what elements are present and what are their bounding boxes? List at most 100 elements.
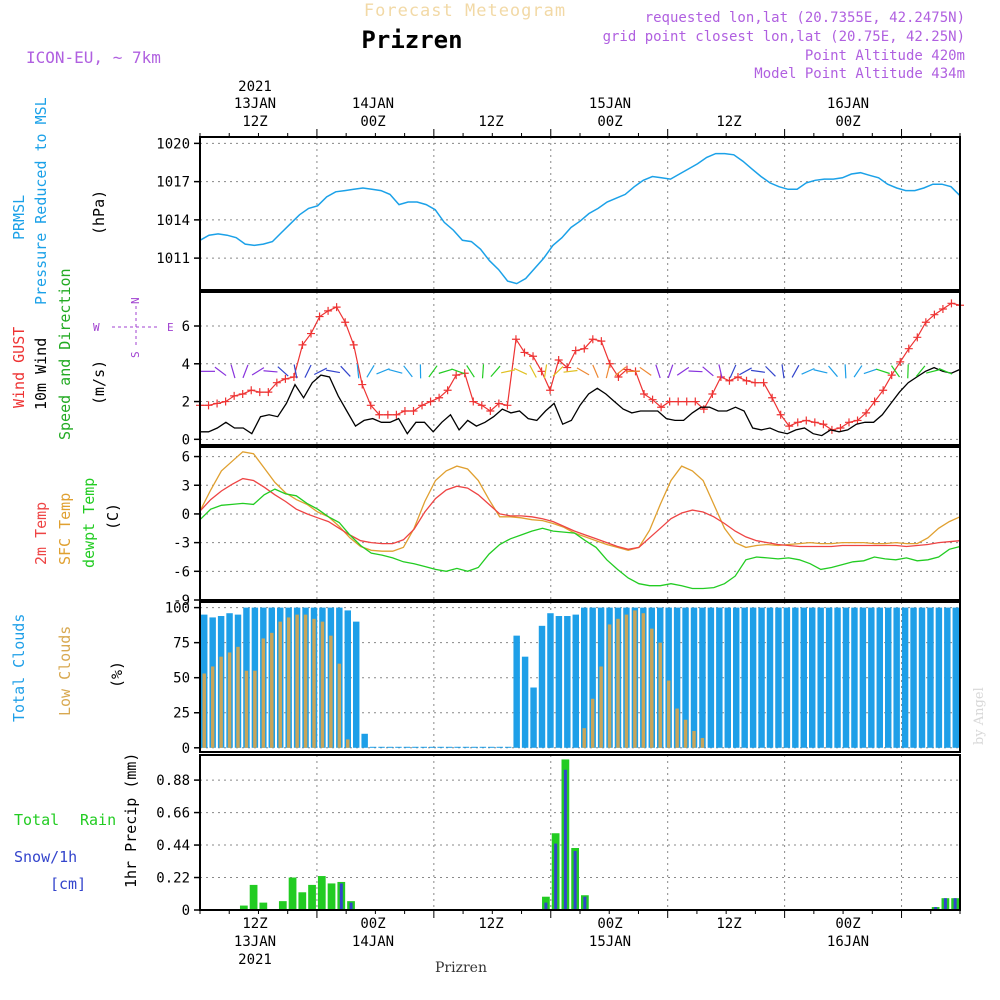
total-cloud-bar — [716, 607, 723, 748]
low-cloud-bar — [210, 666, 215, 748]
gust-point — [272, 378, 281, 387]
total-cloud-bar — [792, 607, 799, 748]
gust-point — [554, 356, 563, 364]
wind-unit: (m/s) — [90, 360, 108, 405]
gust-point — [443, 386, 452, 395]
low-cloud-bar — [337, 663, 342, 748]
gust-point — [238, 390, 247, 398]
wind-speed-line — [200, 366, 961, 437]
cloud-unit: (%) — [108, 661, 126, 688]
wind-direction-arrow — [801, 367, 815, 375]
gust-point — [418, 401, 427, 410]
total-cloud-bar — [454, 746, 461, 748]
gust-point — [614, 373, 623, 381]
snow-bar — [943, 898, 947, 910]
wind-direction-arrow — [214, 366, 227, 377]
low-cloud-bar — [692, 730, 696, 748]
wind-direction-arrow — [466, 365, 475, 378]
total-cloud-bar — [927, 607, 934, 748]
top-axis-line3: 12Z — [478, 114, 503, 130]
gust-point — [392, 410, 401, 419]
gust-point — [230, 391, 239, 400]
gust-point — [896, 357, 905, 366]
compass-east: E — [167, 321, 174, 334]
total-cloud-bar — [893, 607, 900, 748]
low-cloud-bar — [261, 638, 266, 748]
gust-point — [870, 397, 879, 406]
y-tick-label: 0 — [182, 507, 190, 523]
gust-point — [324, 306, 333, 315]
total-cloud-bar — [361, 733, 368, 748]
gust-point — [674, 397, 683, 406]
wind-direction-arrow — [366, 365, 375, 378]
wind-direction-arrow — [688, 370, 703, 373]
total-cloud-bar — [800, 607, 807, 748]
cloud-labels: Total Clouds Low Clouds (%) — [10, 614, 126, 722]
wind-direction-arrow — [376, 368, 390, 375]
wind-direction-arrow — [403, 365, 413, 378]
y-tick-label: 1014 — [156, 213, 190, 229]
total-cloud-bar — [842, 607, 850, 748]
top-axis-line2: 16JAN — [827, 96, 869, 112]
wind-direction-arrow — [844, 364, 847, 379]
gust-point — [879, 386, 888, 395]
rain-bar — [308, 884, 316, 910]
top-time-axis: 2021 13JAN 12Z 14JAN 00Z 12Z 15JAN 00Z 1… — [234, 79, 869, 130]
y-tick-label: 3 — [182, 478, 190, 494]
gust-point — [452, 371, 461, 380]
wind-direction-arrow — [501, 369, 515, 374]
point-altitude: Point Altitude 420m — [805, 48, 965, 64]
precip-unit: 1hr Precip (mm) — [122, 753, 140, 888]
gust-point — [682, 397, 691, 406]
gust-point — [930, 310, 939, 319]
temp-label-sfc: SFC Temp — [56, 493, 74, 565]
gust-point — [400, 407, 409, 415]
rain-bar — [327, 883, 336, 910]
total-cloud-bar — [369, 746, 377, 748]
wind-direction-arrow — [230, 364, 236, 379]
snow-bar — [349, 902, 353, 910]
snow-bar — [544, 902, 548, 910]
wind-direction-arrow — [340, 365, 351, 377]
y-tick-label: 1020 — [156, 136, 190, 152]
low-cloud-bar — [650, 628, 654, 748]
total-cloud-bar — [775, 607, 782, 748]
total-cloud-bar — [834, 607, 841, 748]
gust-point — [503, 401, 512, 410]
bottom-axis-line1: 12Z — [716, 916, 741, 932]
total-cloud-bar — [851, 607, 858, 748]
wind-direction-arrow — [828, 365, 838, 378]
top-axis-line3: 12Z — [242, 114, 267, 130]
wind-direction-arrow — [481, 364, 485, 379]
y-tick-label: 0 — [182, 432, 190, 448]
total-cloud-bar — [885, 607, 892, 748]
gust-point — [810, 418, 819, 427]
precip-label-total: Total — [14, 811, 59, 829]
gust-point — [605, 359, 614, 368]
gust-point — [563, 363, 572, 372]
total-cloud-bar — [420, 746, 427, 748]
low-cloud-bar — [236, 646, 240, 748]
snow-bar — [583, 896, 587, 910]
wind-direction-arrow — [490, 365, 501, 378]
wind-direction-arrow — [552, 366, 564, 377]
total-cloud-bar — [445, 746, 453, 748]
total-cloud-bar — [935, 607, 943, 748]
gust-point — [571, 346, 580, 355]
gust-point — [691, 397, 700, 406]
gust-point — [665, 397, 674, 406]
total-cloud-bar — [572, 614, 579, 748]
top-axis-line3: 00Z — [360, 114, 385, 130]
total-cloud-bar — [741, 607, 748, 748]
total-cloud-bar — [952, 607, 959, 748]
total-cloud-bar — [505, 746, 512, 748]
wind-direction-arrow — [513, 367, 528, 375]
gust-point — [742, 376, 751, 385]
snow-bar — [573, 850, 577, 910]
total-cloud-bar — [581, 607, 588, 748]
total-cloud-bar — [513, 635, 520, 748]
total-cloud-bar — [809, 607, 816, 748]
total-cloud-bar — [437, 746, 444, 748]
top-axis-line2: 14JAN — [352, 96, 394, 112]
wind-direction-arrow — [938, 368, 953, 375]
